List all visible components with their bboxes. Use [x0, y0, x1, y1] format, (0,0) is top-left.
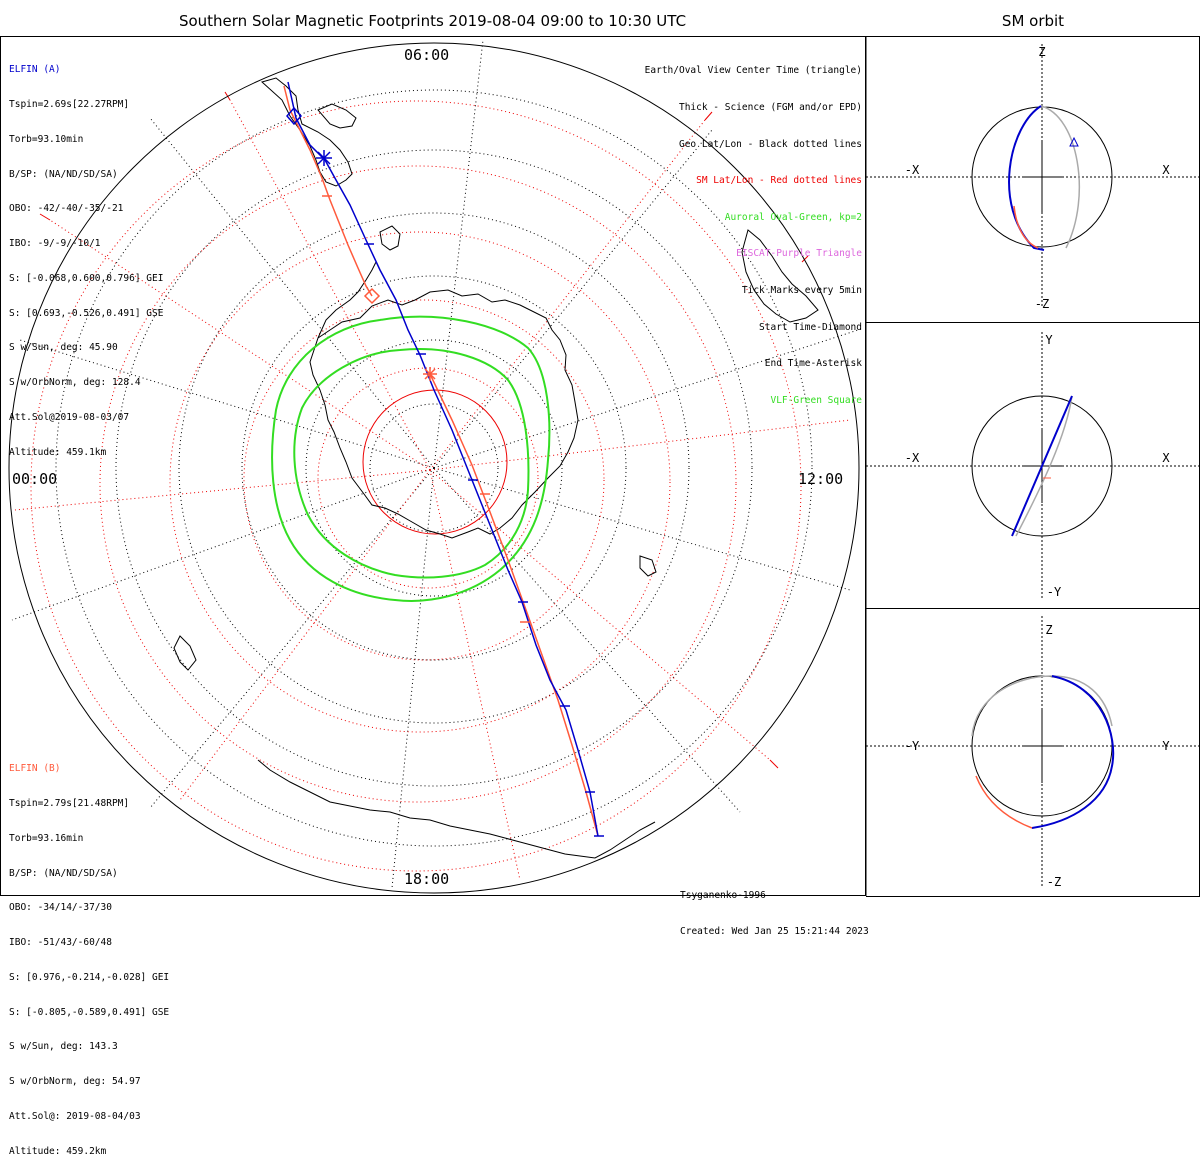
elfin-a-line: Altitude: 459.1km	[9, 446, 107, 458]
axis-label: -X	[905, 163, 920, 177]
polar-footprint-map: 06:00 00:00 12:00 18:00	[0, 36, 866, 896]
orbit-panel-yz: Z -Z -Y Y	[866, 616, 1199, 889]
elfin-b-markers	[322, 195, 530, 623]
orbit-panel-xz: Z -Z -X X	[866, 44, 1199, 311]
africa-coastline	[741, 229, 819, 323]
elfin-a-line: Tspin=2.69s[22.27RPM]	[9, 98, 130, 110]
elfin-a-line: IBO: -9/-9/-10/1	[9, 238, 101, 250]
orbit-panel-xy: Y -Y -X X	[866, 332, 1199, 599]
mlt-label-top: 06:00	[404, 46, 449, 64]
auroral-oval-outer	[271, 315, 551, 602]
elfin-a-line: S w/OrbNorm, deg: 128.4	[9, 377, 141, 389]
axis-label: -Y	[1047, 585, 1062, 599]
axis-label: -Z	[1035, 297, 1049, 311]
elfin-a-footprint-track	[287, 81, 599, 837]
axis-label: Z	[1038, 45, 1045, 59]
legend: Earth/Oval View Center Time (triangle) T…	[645, 41, 862, 419]
elfin-b-line: S: [-0.805,-0.589,0.491] GSE	[9, 1006, 170, 1018]
elfin-a-line: Torb=93.10min	[9, 133, 84, 145]
axis-label: X	[1162, 451, 1170, 465]
elfin-a-line: S: [-0.068,0.600,0.796] GEI	[9, 272, 164, 284]
axis-label: -Z	[1047, 875, 1061, 889]
legend-entry: Auroral Oval-Green, kp=2	[724, 211, 862, 223]
elfin-b-line: Att.Sol@: 2019-08-04/03	[9, 1111, 141, 1122]
south-america-coastline	[260, 77, 353, 187]
elfin-b-line: S: [0.976,-0.214,-0.028] GEI	[9, 971, 170, 983]
antarctica-coastline	[309, 289, 579, 539]
elfin-b-footprint-track	[283, 85, 373, 297]
axis-label: Y	[1162, 739, 1170, 753]
legend-entry: Thick - Science (FGM and/or EPD)	[678, 102, 862, 114]
legend-entry: Start Time-Diamond	[759, 321, 862, 333]
mlt-label-bottom: 18:00	[404, 870, 449, 888]
elfin-b-line: OBO: -34/14/-37/30	[9, 902, 112, 914]
elfin-b-line: S w/Sun, deg: 143.3	[9, 1041, 118, 1053]
elfin-b-line: Altitude: 459.2km	[9, 1145, 107, 1157]
legend-entry: Tick Marks every 5min	[741, 285, 862, 297]
model-label: Tsyganenko-1996	[680, 890, 766, 901]
elfin-b-line: Torb=93.16min	[9, 832, 84, 844]
legend-entry: EISCAT-Purple Triangle	[736, 248, 862, 260]
elfin-a-line: OBO: -42/-40/-35/-21	[9, 203, 124, 215]
mlt-label-left: 00:00	[12, 470, 57, 488]
mlt-label-right: 12:00	[798, 470, 843, 488]
legend-entry: SM Lat/Lon - Red dotted lines	[696, 175, 862, 187]
elfin-a-line: S: [0.693,-0.526,0.491] GSE	[9, 307, 164, 319]
sm-grid	[14, 99, 851, 881]
elfin-a-line: Att.Sol@2019-08-03/07	[9, 412, 130, 423]
axis-label: -X	[905, 451, 920, 465]
legend-entry: VLF-Green Square	[770, 394, 862, 406]
legend-entry: End Time-Asterisk	[764, 358, 862, 370]
axis-label: Y	[1045, 333, 1053, 347]
main-title: Southern Solar Magnetic Footprints 2019-…	[178, 12, 687, 30]
auroral-oval-inner	[293, 348, 530, 579]
orbit-panel-title: SM orbit	[1001, 12, 1065, 30]
elfin-b-line: Tspin=2.79s[21.48RPM]	[9, 797, 130, 809]
elfin-a-line: B/SP: (NA/ND/SD/SA)	[9, 168, 118, 180]
created-timestamp: Created: Wed Jan 25 15:21:44 2023	[680, 926, 869, 937]
elfin-a-markers	[286, 106, 604, 837]
australia-coastline	[257, 759, 656, 859]
axis-label: X	[1162, 163, 1170, 177]
axis-label: Z	[1045, 623, 1052, 637]
legend-entry: Earth/Oval View Center Time (triangle)	[644, 65, 862, 77]
credit-block: Tsyganenko-1996 Created: Wed Jan 25 15:2…	[680, 866, 869, 950]
sm-orbit-panels: Z -Z -X X Y -Y -X X Z -Z -Y Y	[866, 36, 1200, 897]
axis-label: -Y	[905, 739, 920, 753]
legend-entry: Geo Lat/Lon - Black dotted lines	[678, 138, 862, 150]
elfin-b-info: ELFIN (B) Tspin=2.79s[21.48RPM] Torb=93.…	[9, 740, 169, 1169]
elfin-b-line: IBO: -51/43/-60/48	[9, 937, 112, 949]
elfin-b-line: S w/OrbNorm, deg: 54.97	[9, 1076, 141, 1088]
elfin-a-info: ELFIN (A) Tspin=2.69s[22.27RPM] Torb=93.…	[9, 41, 163, 470]
elfin-b-name: ELFIN (B)	[9, 763, 61, 775]
elfin-a-name: ELFIN (A)	[9, 64, 61, 76]
elfin-a-line: S w/Sun, deg: 45.90	[9, 342, 118, 354]
elfin-b-line: B/SP: (NA/ND/SD/SA)	[9, 867, 118, 879]
